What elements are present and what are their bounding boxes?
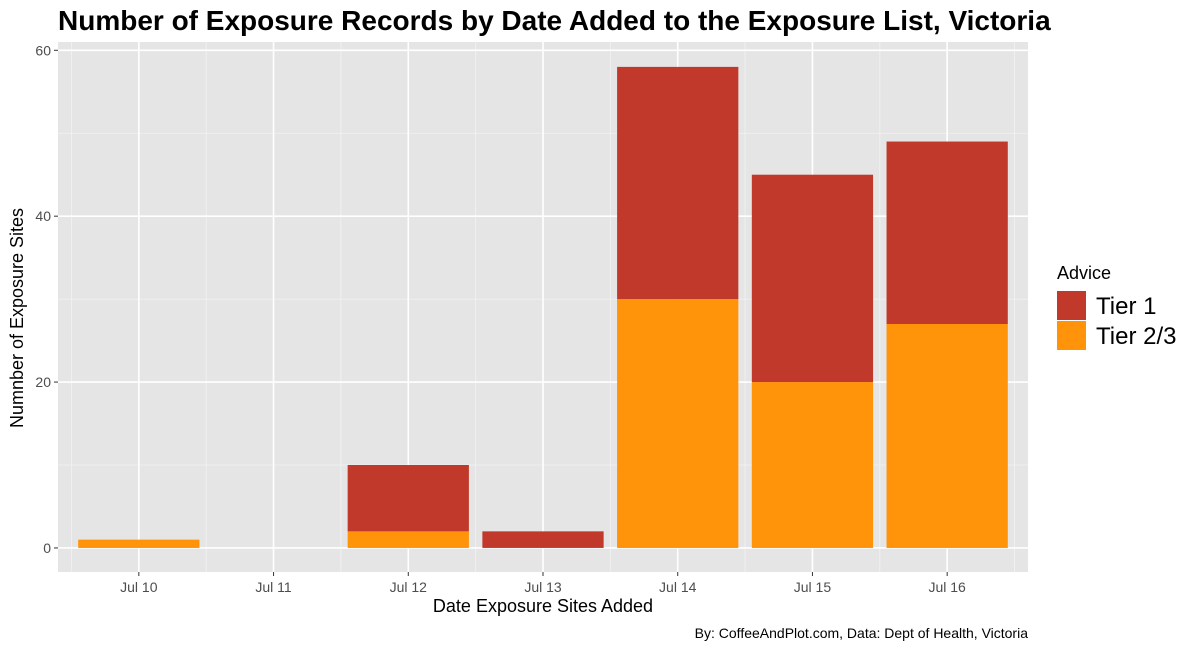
x-tick-label: Jul 15 xyxy=(794,579,832,595)
caption: By: CoffeeAndPlot.com, Data: Dept of Hea… xyxy=(695,625,1029,641)
x-axis: Jul 10 Jul 11 Jul 12 Jul 13 Jul 14 Jul 15 Jul … xyxy=(120,572,966,595)
y-tick-label: 60 xyxy=(35,42,51,58)
x-tick-label: Jul 14 xyxy=(659,579,697,595)
legend-label: Tier 2/3 xyxy=(1096,323,1176,350)
legend-key-tier-2-3 xyxy=(1057,321,1086,350)
bar-tier-2-3-jul-15 xyxy=(751,382,874,548)
legend: Advice Tier 1 Tier 2/3 xyxy=(1057,263,1176,350)
bar-tier-2-3-jul-12 xyxy=(347,531,469,548)
y-tick-label: 0 xyxy=(43,540,51,556)
y-tick-label: 20 xyxy=(35,374,51,390)
bar-tier-1-jul-15 xyxy=(751,174,874,383)
legend-label: Tier 1 xyxy=(1096,293,1156,320)
x-tick-label: Jul 12 xyxy=(390,579,428,595)
legend-key-tier-1 xyxy=(1057,291,1086,320)
y-axis-title: Numnber of Exposure Sites xyxy=(7,208,27,428)
bar-tier-2-3-jul-10 xyxy=(78,539,200,548)
bar-tier-2-3-jul-14 xyxy=(617,299,739,548)
bar-tier-1-jul-12 xyxy=(347,465,469,532)
bar-tier-1-jul-13 xyxy=(482,531,604,548)
bar-tier-1-jul-14 xyxy=(617,66,739,300)
x-tick-label: Jul 16 xyxy=(928,579,966,595)
y-tick-label: 40 xyxy=(35,208,51,224)
bar-tier-2-3-jul-16 xyxy=(886,324,1008,548)
y-axis: 0 20 40 60 xyxy=(35,42,58,556)
legend-title: Advice xyxy=(1057,263,1111,283)
x-tick-label: Jul 11 xyxy=(255,579,292,595)
chart-title: Number of Exposure Records by Date Added… xyxy=(58,5,1051,36)
bar-tier-1-jul-16 xyxy=(886,141,1008,325)
bars xyxy=(78,66,1008,548)
x-axis-title: Date Exposure Sites Added xyxy=(433,596,653,616)
x-tick-label: Jul 13 xyxy=(524,579,562,595)
x-tick-label: Jul 10 xyxy=(120,579,158,595)
